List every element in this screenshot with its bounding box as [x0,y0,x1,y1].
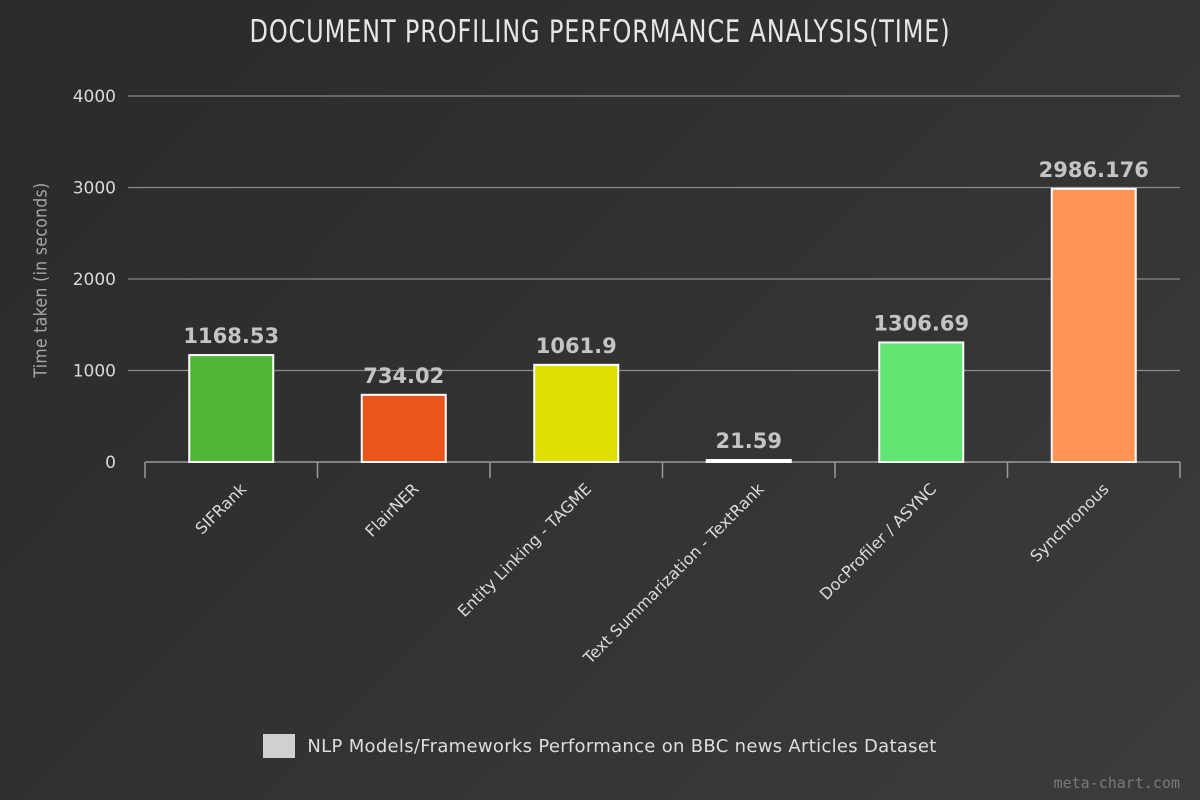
x-tick-label: FlairNER [361,479,422,540]
bar-value-label: 734.02 [363,364,444,388]
y-tick-label: 4000 [73,87,116,107]
y-tick-label: 0 [105,453,116,473]
x-tick-label: SIFRank [191,479,250,538]
x-tick-label: Entity Linking - TAGME [454,479,595,620]
x-tick-label: DocProfiler / ASYNC [816,479,940,603]
bar[interactable] [1050,187,1137,463]
y-tick-label: 2000 [73,270,116,290]
bar[interactable] [533,363,620,463]
legend[interactable]: NLP Models/Frameworks Performance on BBC… [0,734,1200,758]
bar-value-label: 1306.69 [873,311,969,335]
bar-value-label: 21.59 [716,429,782,453]
watermark: meta-chart.com [1053,774,1180,792]
bar[interactable] [360,393,447,463]
bar-value-label: 1168.53 [183,324,279,348]
bar[interactable] [705,459,792,463]
y-tick-label: 1000 [73,362,116,382]
y-tick-label: 3000 [73,179,116,199]
x-tick-label: Text Summarization - TextRank [579,479,768,668]
bar[interactable] [188,354,275,463]
chart-title: DOCUMENT PROFILING PERFORMANCE ANALYSIS(… [249,14,951,50]
x-tick-label: Synchronous [1026,479,1112,565]
legend-label: NLP Models/Frameworks Performance on BBC… [307,735,937,757]
bar-value-label: 2986.176 [1039,158,1149,182]
bar[interactable] [878,341,965,463]
legend-swatch [263,734,296,758]
bar-value-label: 1061.9 [536,334,617,358]
